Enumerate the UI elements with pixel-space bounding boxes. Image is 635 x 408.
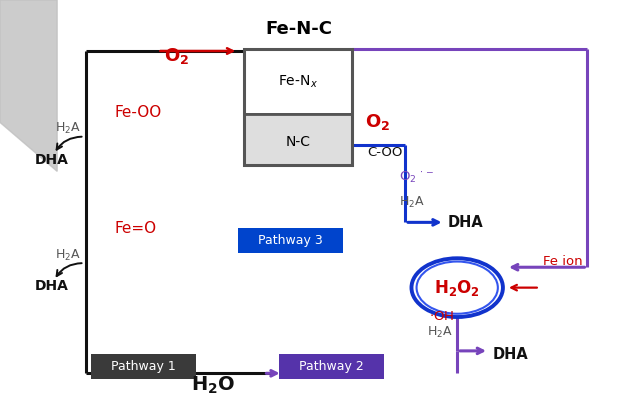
- Text: $\mathbf{O_2}$: $\mathbf{O_2}$: [365, 112, 391, 133]
- FancyBboxPatch shape: [244, 49, 352, 114]
- FancyBboxPatch shape: [244, 114, 352, 165]
- Text: O$_2$$^{\,\cdot-}$: O$_2$$^{\,\cdot-}$: [399, 170, 434, 185]
- Text: H$_2$A: H$_2$A: [55, 247, 81, 263]
- Text: H$_2$A: H$_2$A: [399, 194, 425, 210]
- Text: Fe-N$_x$: Fe-N$_x$: [279, 73, 318, 90]
- Text: Pathway 1: Pathway 1: [111, 360, 175, 373]
- Text: $\cdot$OH: $\cdot$OH: [429, 310, 454, 323]
- Text: $\mathbf{O_2}$: $\mathbf{O_2}$: [164, 46, 189, 67]
- FancyBboxPatch shape: [279, 354, 384, 379]
- Text: $\mathbf{H_2O}$: $\mathbf{H_2O}$: [190, 375, 235, 396]
- Text: DHA: DHA: [35, 279, 69, 293]
- Text: Pathway 3: Pathway 3: [258, 234, 323, 247]
- Text: DHA: DHA: [35, 153, 69, 167]
- Text: $\mathbf{H_2O_2}$: $\mathbf{H_2O_2}$: [434, 277, 480, 298]
- FancyBboxPatch shape: [91, 354, 196, 379]
- Text: Fe=O: Fe=O: [114, 221, 156, 236]
- Text: DHA: DHA: [448, 215, 483, 230]
- Text: Pathway 2: Pathway 2: [300, 360, 364, 373]
- Text: H$_2$A: H$_2$A: [427, 325, 453, 340]
- Text: DHA: DHA: [492, 348, 528, 362]
- Text: Fe-OO: Fe-OO: [115, 105, 162, 120]
- Text: H$_2$A: H$_2$A: [55, 121, 81, 136]
- FancyBboxPatch shape: [238, 228, 343, 253]
- Text: Fe ion: Fe ion: [543, 255, 582, 268]
- Text: N-C: N-C: [286, 135, 311, 149]
- Polygon shape: [0, 0, 57, 171]
- Text: Fe-N-C: Fe-N-C: [265, 20, 332, 38]
- Text: C-OO: C-OO: [367, 146, 403, 160]
